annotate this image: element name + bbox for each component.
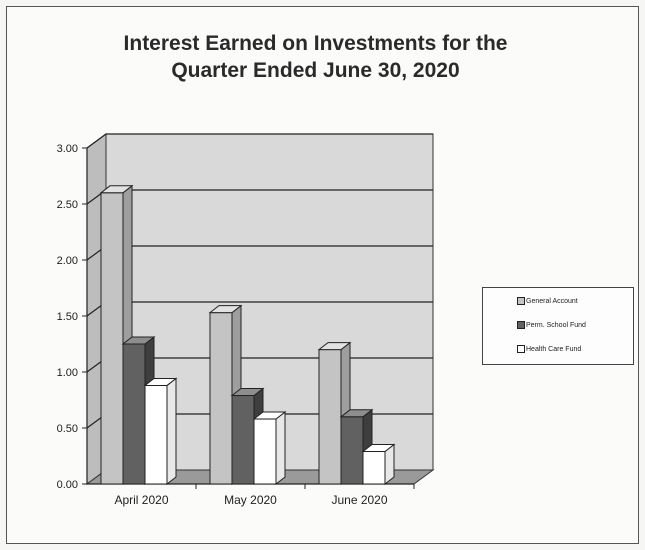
y-tick-label: 2.00 (57, 255, 78, 267)
y-tick-label: 0.50 (57, 423, 78, 435)
bar-health-care-fund-may-2020-side (275, 411, 286, 486)
bar-general-account-april-2020 (100, 192, 124, 485)
legend-label-general-account: General Account (526, 297, 578, 305)
bar-general-account-may-2020-top (208, 305, 243, 314)
bar-perm-school-fund-june-2020 (340, 416, 364, 485)
x-tick-label: April 2020 (114, 493, 168, 507)
y-tick-label: 1.00 (57, 367, 78, 379)
bar-health-care-fund-may-2020 (253, 418, 277, 485)
bar-general-account-april-2020-top (99, 185, 134, 194)
legend-swatch-general-account (517, 297, 525, 305)
bar-perm-school-fund-may-2020 (231, 395, 255, 485)
bar-perm-school-fund-june-2020-top (339, 409, 374, 418)
legend-label-perm-school-fund: Perm. School Fund (526, 321, 586, 329)
x-tick-label: May 2020 (224, 493, 277, 507)
legend-swatch-perm-school-fund (517, 321, 525, 329)
bar-health-care-fund-june-2020 (362, 451, 386, 485)
legend: General Account Perm. School Fund Health… (482, 287, 634, 365)
legend-label-health-care-fund: Health Care Fund (526, 345, 582, 353)
bar-health-care-fund-april-2020-side (166, 377, 177, 486)
chart-title-line-1: Interest Earned on Investments for the (123, 32, 508, 55)
y-tick-label: 0.00 (57, 479, 78, 491)
x-tick-label: June 2020 (331, 493, 387, 507)
bar-health-care-fund-april-2020 (144, 384, 168, 485)
gridline-side (86, 133, 107, 149)
bar-health-care-fund-may-2020-top (252, 411, 287, 420)
legend-item-perm-school-fund: Perm. School Fund (517, 321, 586, 329)
bar-general-account-may-2020 (209, 312, 233, 485)
bar-perm-school-fund-april-2020-top (121, 336, 156, 345)
y-tick-label: 3.00 (57, 143, 78, 155)
bar-perm-school-fund-april-2020 (122, 343, 146, 485)
legend-item-health-care-fund: Health Care Fund (517, 345, 581, 353)
chart-title-line-2: Quarter Ended June 30, 2020 (171, 59, 460, 82)
bar-perm-school-fund-may-2020-top (230, 388, 265, 397)
bar-general-account-june-2020 (318, 349, 342, 485)
bar-general-account-june-2020-top (317, 342, 352, 351)
y-tick-label: 2.50 (57, 199, 78, 211)
legend-item-general-account: General Account (517, 297, 578, 305)
bar-health-care-fund-june-2020-top (361, 444, 396, 453)
bar-health-care-fund-april-2020-top (143, 377, 178, 386)
y-tick-label: 1.50 (57, 311, 78, 323)
chart-title: Interest Earned on Investments for the Q… (0, 30, 631, 84)
legend-swatch-health-care-fund (517, 345, 525, 353)
